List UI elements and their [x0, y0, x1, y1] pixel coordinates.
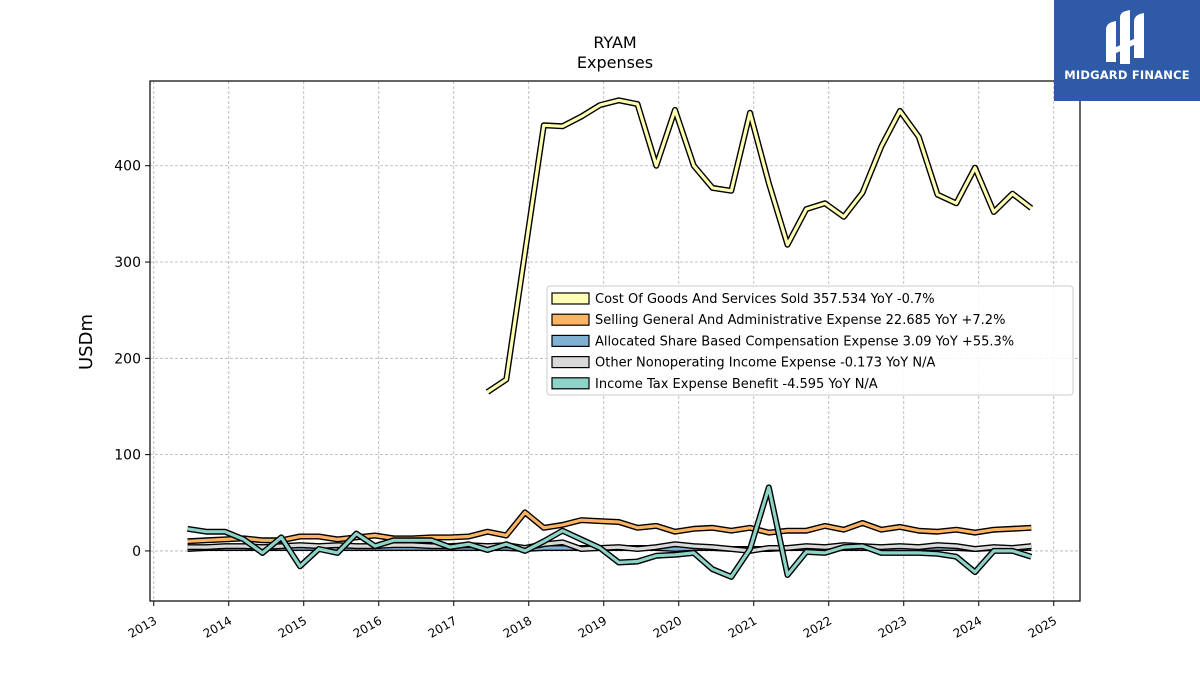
x-tick-label: 2024	[951, 613, 984, 640]
series-line	[187, 509, 1032, 545]
x-axis-ticks: 2013 2014 2015 2016 2017 2018 2019 2020 2021 2022…	[126, 601, 1059, 641]
legend-swatch	[551, 356, 590, 369]
legend-entry-label: Income Tax Expense Benefit -4.595 YoY N/…	[595, 377, 878, 392]
series-line-outline	[187, 484, 1033, 580]
legend-swatch	[551, 334, 590, 347]
y-tick-label: 200	[114, 351, 141, 367]
y-tick-label: 300	[114, 255, 141, 271]
legend-entry-label: Allocated Share Based Compensation Expen…	[595, 334, 1014, 349]
x-tick-label: 2018	[501, 613, 534, 640]
series-line-fill	[187, 510, 1032, 543]
x-tick-label: 2016	[351, 613, 384, 640]
y-axis-ticks: 0 100 200 300 400	[114, 159, 150, 560]
x-tick-label: 2015	[276, 613, 309, 640]
chart-subtitle: Expenses	[577, 53, 653, 72]
plot-frame	[149, 80, 1081, 602]
series-layer	[187, 97, 1034, 580]
series-line	[485, 97, 1034, 395]
x-tick-label: 2023	[876, 613, 909, 640]
legend-entry-label: Selling General And Administrative Expen…	[595, 313, 1005, 328]
x-tick-label: 2014	[201, 613, 234, 640]
midgard-finance-logo: MIDGARD FINANCE	[1054, 0, 1200, 101]
legend-swatch	[551, 377, 590, 390]
logo-mark-icon	[1106, 10, 1144, 64]
y-tick-label: 100	[114, 448, 141, 464]
x-tick-label: 2021	[726, 613, 759, 640]
legend-swatch	[551, 292, 590, 305]
y-tick-label: 0	[132, 544, 141, 560]
y-tick-label: 400	[114, 159, 141, 175]
legend-swatch	[551, 313, 590, 326]
legend: Cost Of Goods And Services Sold 357.534 …	[546, 285, 1074, 396]
series-line	[187, 484, 1033, 580]
x-tick-label: 2017	[426, 613, 459, 640]
x-tick-label: 2019	[576, 613, 609, 640]
chart-title: RYAM	[593, 33, 636, 52]
x-tick-label: 2013	[126, 613, 159, 640]
x-tick-label: 2020	[651, 613, 684, 640]
series-line-fill	[187, 540, 1032, 553]
y-axis-label: USDm	[76, 314, 97, 370]
series-line	[187, 539, 1032, 554]
series-line-fill	[486, 98, 1033, 394]
x-tick-label: 2022	[801, 613, 834, 640]
legend-entry-label: Cost Of Goods And Services Sold 357.534 …	[595, 292, 935, 307]
logo-text: MIDGARD FINANCE	[1064, 68, 1190, 82]
legend-box	[546, 285, 1074, 396]
x-tick-label: 2025	[1026, 613, 1059, 640]
legend-entry-label: Other Nonoperating Income Expense -0.173…	[595, 356, 935, 371]
series-line-fill	[187, 485, 1032, 579]
